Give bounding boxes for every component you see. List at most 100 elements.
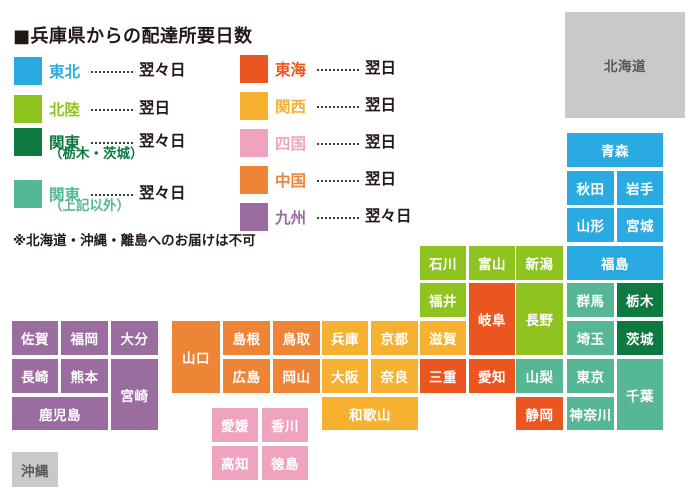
map-cell-nagasaki: 長崎 xyxy=(12,359,58,393)
legend-row-tokai: 東海 翌日 xyxy=(240,55,396,83)
prefecture-label: 広島 xyxy=(232,370,261,386)
legend-row-hokuriku: 北陸 翌日 xyxy=(14,95,170,123)
legend-label-block: 関東 （上記以外） xyxy=(49,185,130,212)
prefecture-label: 北海道 xyxy=(604,59,646,75)
legend-region-label: 関東 xyxy=(49,133,81,152)
legend-label-block: 東海 xyxy=(275,60,313,79)
map-cell-kagoshima: 鹿児島 xyxy=(12,397,108,430)
legend-region-label: 関西 xyxy=(275,97,307,116)
prefecture-label: 和歌山 xyxy=(349,407,391,424)
legend-days-value: 翌日 xyxy=(139,99,171,118)
prefecture-label: 鳥取 xyxy=(282,332,311,348)
map-cell-hokkaido: 北海道 xyxy=(565,12,685,118)
map-cell-gifu: 岐阜 xyxy=(469,283,515,355)
map-cell-tokushima: 徳島 xyxy=(262,446,308,480)
legend-color-swatch-kansai xyxy=(240,92,268,120)
prefecture-label: 宮崎 xyxy=(120,388,149,405)
legend-region-label: 東北 xyxy=(49,62,81,81)
legend-days-value: 翌日 xyxy=(365,59,397,78)
legend-region-label: 関東 xyxy=(49,185,81,204)
legend-row-kansai: 関西 翌日 xyxy=(240,92,396,120)
legend-label-block: 九州 xyxy=(275,208,313,227)
legend-label-block: 東北 xyxy=(49,62,87,81)
prefecture-label: 愛媛 xyxy=(221,419,249,435)
prefecture-label: 埼玉 xyxy=(576,332,605,348)
map-cell-ishikawa: 石川 xyxy=(420,246,466,280)
map-cell-nara: 奈良 xyxy=(371,359,418,393)
map-cell-mie: 三重 xyxy=(420,359,466,393)
dotted-leader xyxy=(91,71,133,73)
map-cell-chiba: 千葉 xyxy=(617,359,663,430)
legend-region-label: 北陸 xyxy=(49,100,81,119)
legend-days-value: 翌々日 xyxy=(139,132,186,151)
dotted-leader xyxy=(317,180,359,182)
prefecture-label: 石川 xyxy=(429,257,457,273)
map-cell-ibaraki: 茨城 xyxy=(617,321,663,355)
map-cell-tochigi: 栃木 xyxy=(617,283,663,317)
legend-region-sublabel: （上記以外） xyxy=(49,197,130,214)
prefecture-label: 沖縄 xyxy=(21,463,49,480)
map-cell-yamanashi: 山梨 xyxy=(516,359,563,393)
map-cell-oita: 大分 xyxy=(111,321,158,355)
prefecture-label: 滋賀 xyxy=(429,332,457,348)
prefecture-label: 奈良 xyxy=(380,370,409,386)
legend-label-block: 関東 （栃木・茨城） xyxy=(49,133,144,160)
map-cell-ehime: 愛媛 xyxy=(212,408,258,442)
prefecture-label: 山形 xyxy=(576,219,605,235)
map-cell-tottori: 鳥取 xyxy=(273,321,320,355)
map-cell-akita: 秋田 xyxy=(567,171,614,205)
map-cell-gunma: 群馬 xyxy=(567,283,614,317)
map-cell-tokyo: 東京 xyxy=(567,359,614,393)
map-cell-iwate: 岩手 xyxy=(617,171,663,205)
dotted-leader xyxy=(91,194,133,196)
map-cell-miyazaki: 宮崎 xyxy=(111,359,158,430)
map-cell-saitama: 埼玉 xyxy=(567,321,614,355)
prefecture-label: 長崎 xyxy=(21,370,49,386)
prefecture-label: 高知 xyxy=(221,457,249,473)
legend-color-swatch-chugoku xyxy=(240,166,268,194)
map-cell-wakayama: 和歌山 xyxy=(322,397,418,430)
map-cell-hiroshima: 広島 xyxy=(223,359,270,393)
prefecture-label: 三重 xyxy=(429,370,457,386)
map-cell-osaka: 大阪 xyxy=(322,359,368,393)
prefecture-label: 香川 xyxy=(271,419,299,435)
dotted-leader xyxy=(91,142,133,144)
prefecture-label: 福岡 xyxy=(70,332,99,348)
page-title: ■兵庫県からの配達所要日数 xyxy=(13,26,253,47)
legend-row-tohoku: 東北 翌々日 xyxy=(14,57,186,85)
legend-region-label: 東海 xyxy=(275,60,307,79)
legend-region-label: 四国 xyxy=(275,134,307,153)
map-cell-okayama: 岡山 xyxy=(273,359,320,393)
legend-label-block: 中国 xyxy=(275,171,313,190)
legend-color-swatch-tokai xyxy=(240,55,268,83)
prefecture-label: 佐賀 xyxy=(21,332,49,348)
prefecture-label: 福島 xyxy=(601,257,629,273)
legend-color-swatch-kanto-main xyxy=(14,128,42,156)
legend-days-value: 翌日 xyxy=(365,96,397,115)
prefecture-label: 島根 xyxy=(232,332,261,348)
delivery-restriction-note: ※北海道・沖縄・離島へのお届けは不可 xyxy=(13,233,256,249)
legend-label-block: 四国 xyxy=(275,134,313,153)
prefecture-label: 徳島 xyxy=(271,457,299,473)
prefecture-label: 大阪 xyxy=(331,370,359,386)
legend-color-swatch-hokuriku xyxy=(14,95,42,123)
prefecture-label: 千葉 xyxy=(626,388,654,405)
map-cell-fukushima: 福島 xyxy=(567,246,663,280)
prefecture-label: 宮城 xyxy=(626,219,654,235)
map-cell-aomori: 青森 xyxy=(567,133,663,167)
prefecture-label: 山口 xyxy=(182,351,210,367)
dotted-leader xyxy=(317,69,359,71)
map-cell-yamagata: 山形 xyxy=(567,208,614,242)
legend-days-value: 翌日 xyxy=(365,170,397,189)
dotted-leader xyxy=(317,143,359,145)
prefecture-label: 福井 xyxy=(429,294,457,310)
map-cell-fukui: 福井 xyxy=(420,283,466,317)
prefecture-label: 新潟 xyxy=(525,257,554,273)
legend-color-swatch-kyushu xyxy=(240,203,268,231)
legend-row-kyushu: 九州 翌々日 xyxy=(240,203,412,231)
prefecture-label: 静岡 xyxy=(525,407,554,424)
prefecture-label: 青森 xyxy=(601,144,629,160)
prefecture-label: 鹿児島 xyxy=(39,407,81,424)
map-cell-okinawa: 沖縄 xyxy=(12,452,58,487)
